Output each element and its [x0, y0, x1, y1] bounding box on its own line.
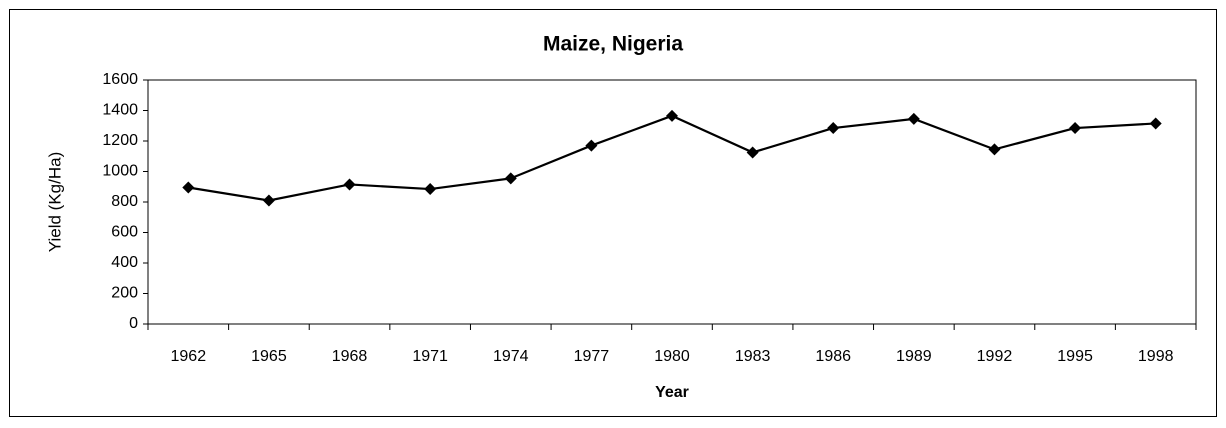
y-tick-label: 0	[129, 315, 138, 332]
marker	[585, 139, 598, 152]
y-tick-label: 1400	[102, 102, 138, 119]
marker	[343, 178, 356, 191]
x-tick-label: 1962	[171, 348, 207, 365]
x-tick-label: 1965	[251, 348, 287, 365]
x-tick-label: 1989	[896, 348, 932, 365]
y-tick-label: 1200	[102, 132, 138, 149]
x-tick-label: 1968	[332, 348, 368, 365]
chart-title: Maize, Nigeria	[543, 33, 683, 56]
y-tick-label: 800	[111, 193, 138, 210]
marker	[746, 146, 759, 159]
x-axis-label: Year	[655, 384, 689, 401]
y-tick-label: 1600	[102, 71, 138, 88]
y-axis-label: Yield (Kg/Ha)	[45, 152, 64, 252]
marker	[1149, 117, 1162, 130]
y-tick-label: 400	[111, 254, 138, 271]
x-tick-label: 1998	[1138, 348, 1174, 365]
marker	[182, 181, 195, 194]
marker	[504, 172, 517, 185]
x-tick-label: 1983	[735, 348, 771, 365]
marker	[907, 112, 920, 125]
x-tick-label: 1980	[654, 348, 690, 365]
marker	[262, 194, 275, 207]
x-tick-label: 1986	[815, 348, 851, 365]
chart-border	[9, 9, 1217, 417]
marker	[424, 183, 437, 196]
marker	[1069, 122, 1082, 135]
marker	[988, 143, 1001, 156]
marker	[666, 109, 678, 122]
x-tick-label: 1971	[412, 348, 448, 365]
marker	[827, 122, 840, 135]
x-tick-label: 1995	[1057, 348, 1093, 365]
x-tick-label: 1974	[493, 348, 529, 365]
y-tick-label: 200	[111, 285, 138, 302]
x-tick-label: 1977	[574, 348, 610, 365]
y-tick-label: 600	[111, 224, 138, 241]
x-tick-label: 1992	[977, 348, 1013, 365]
y-tick-label: 1000	[102, 163, 138, 180]
